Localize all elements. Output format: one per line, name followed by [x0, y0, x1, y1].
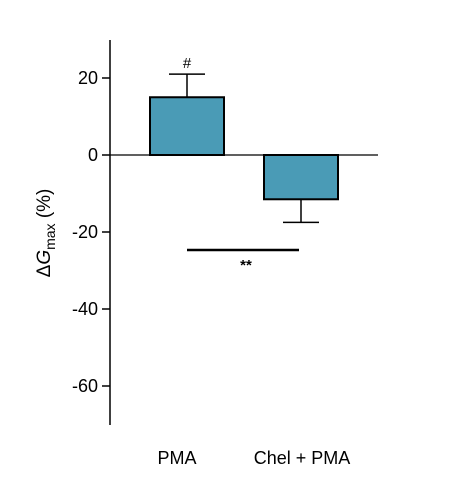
bar-0 — [149, 96, 225, 156]
x-axis-labels: PMA Chel + PMA — [157, 448, 350, 468]
y-axis-label: ΔGmax (%) — [34, 189, 58, 278]
ylabel-suffix: (%) — [34, 189, 55, 224]
x-category-label: PMA — [157, 448, 196, 468]
x-category-label: Chel + PMA — [254, 448, 351, 468]
y-tick-label: 0 — [88, 145, 98, 165]
ylabel-prefix: Δ — [34, 264, 55, 277]
y-tick-label: 20 — [78, 68, 98, 88]
bars — [149, 96, 339, 201]
error-bars — [169, 73, 319, 224]
annotations: # ** — [183, 55, 299, 274]
y-tick-label: -20 — [72, 222, 98, 242]
significance-stars: ** — [240, 257, 252, 274]
significance-hash: # — [183, 55, 192, 72]
y-tick-label: -40 — [72, 299, 98, 319]
bar-1 — [263, 154, 339, 201]
ylabel-subscript: max — [42, 223, 58, 249]
ylabel-main: G — [34, 250, 55, 265]
y-tick-label: -60 — [72, 376, 98, 396]
